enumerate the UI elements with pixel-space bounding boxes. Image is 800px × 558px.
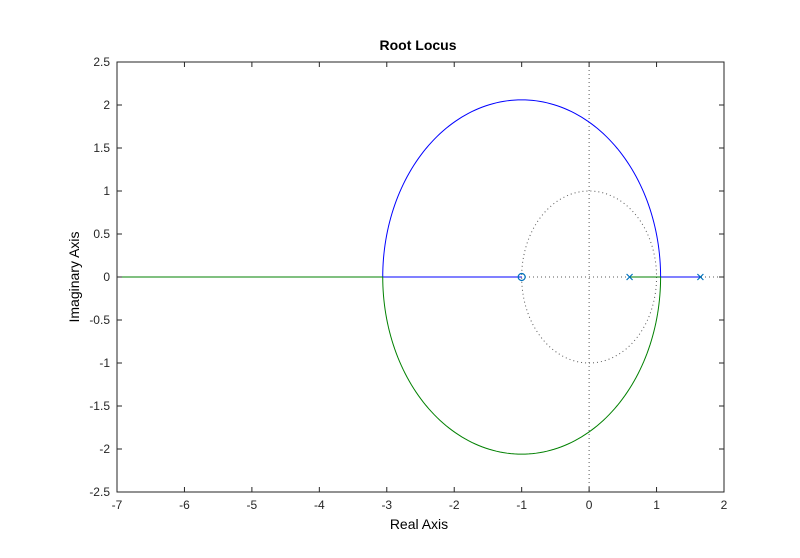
pole-marker-stroke <box>626 273 634 281</box>
x-tick-label: -1 <box>516 498 527 512</box>
y-tick-label: -0.5 <box>89 313 110 327</box>
chart-title: Root Locus <box>380 37 457 53</box>
y-tick-label: 0.5 <box>93 227 110 241</box>
y-tick-label: 1.5 <box>93 141 110 155</box>
x-tick-label: -6 <box>179 498 190 512</box>
y-tick-label: 2.5 <box>93 55 110 69</box>
zero-marker-1 <box>517 272 526 282</box>
x-tick-label: -3 <box>381 498 392 512</box>
pole-marker-2 <box>696 273 704 281</box>
x-tick-label: -5 <box>247 498 258 512</box>
pole-marker-stroke <box>696 273 704 281</box>
y-tick-label: -2.5 <box>89 485 110 499</box>
locus-branch-2 <box>117 276 662 455</box>
plot-area <box>116 61 725 493</box>
pole-marker-1 <box>626 273 634 281</box>
y-tick-label: 1 <box>103 184 110 198</box>
y-tick-label: -1 <box>99 356 110 370</box>
tick-labels: -7 -6 -5 -4 -3 -2 -1 0 1 2 -2.5 -2 -1.5 -1 -0.5 0 0.5 1 1.… <box>89 55 727 512</box>
x-tick-label: 0 <box>586 498 593 512</box>
x-tick-label: 2 <box>721 498 728 512</box>
x-tick-label: -2 <box>449 498 460 512</box>
y-tick-label: -2 <box>99 442 110 456</box>
y-axis-label: Imaginary Axis <box>66 231 82 322</box>
x-tick-label: -4 <box>314 498 325 512</box>
y-tick-label: 0 <box>103 270 110 284</box>
locus-branch-1 <box>382 99 701 278</box>
y-tick-label: -1.5 <box>89 399 110 413</box>
x-tick-label: 1 <box>653 498 660 512</box>
x-axis-label: Real Axis <box>390 516 448 532</box>
x-tick-label: -7 <box>112 498 123 512</box>
y-tick-label: 2 <box>103 98 110 112</box>
